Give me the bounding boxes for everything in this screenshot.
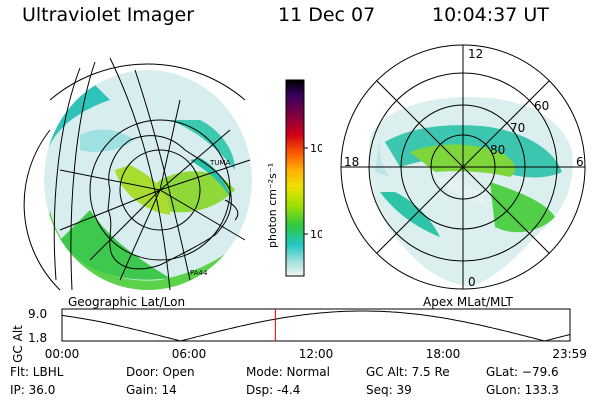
info-seq: Seq: 39 — [366, 383, 412, 397]
geographic-label: Geographic Lat/Lon — [68, 295, 186, 309]
altitude-xtick: 23:59 — [552, 347, 587, 361]
altitude-xtick: 00:00 — [45, 347, 80, 361]
colorbar-tick-10: 10 — [310, 228, 322, 241]
info-ip: IP: 36.0 — [10, 383, 56, 397]
altitude-plot-frame — [61, 308, 571, 342]
mlat-mlt-image: 12 18 6 0 60 70 80 — [340, 44, 586, 290]
mlt-label-0: 0 — [468, 275, 476, 289]
mlat-label-60: 60 — [534, 99, 549, 113]
geographic-image: TUMA PA44 — [23, 57, 252, 291]
altitude-xtick: 06:00 — [172, 347, 207, 361]
info-filter: Flt: LBHL — [10, 365, 64, 379]
date-label: 11 Dec 07 — [278, 4, 376, 26]
instrument-title: Ultraviolet Imager — [22, 4, 195, 26]
mlt-label-12: 12 — [468, 47, 483, 61]
altitude-plot: GC Alt 9.0 1.8 00:00 06:00 12:00 18:00 23:59 — [11, 307, 587, 362]
time-label: 10:04:37 UT — [432, 4, 549, 26]
info-glon: GLon: 133.3 — [486, 383, 559, 397]
station-label-tuma: TUMA — [209, 159, 230, 167]
altitude-ylabel: GC Alt — [11, 325, 25, 362]
apex-label: Apex MLat/MLT — [423, 295, 513, 309]
station-label-pa44: PA44 — [190, 269, 208, 277]
info-gc-alt: GC Alt: 7.5 Re — [366, 365, 450, 379]
colorbar-tick-100: 100 — [310, 142, 322, 155]
info-dsp: Dsp: -4.4 — [246, 383, 301, 397]
colorbar: 100 10 photon cm⁻²s⁻¹ — [266, 79, 322, 277]
mlt-label-18: 18 — [344, 155, 359, 169]
mlt-label-6: 6 — [576, 155, 584, 169]
info-door: Door: Open — [126, 365, 195, 379]
altitude-xtick: 12:00 — [299, 347, 334, 361]
mlat-label-80: 80 — [490, 143, 505, 157]
info-glat: GLat: −79.6 — [486, 365, 559, 379]
colorbar-unit-label: photon cm⁻²s⁻¹ — [266, 163, 279, 248]
altitude-curve — [61, 310, 571, 342]
mlat-label-70: 70 — [510, 121, 525, 135]
altitude-xtick: 18:00 — [426, 347, 461, 361]
altitude-ytick-max: 9.0 — [28, 307, 47, 321]
info-gain: Gain: 14 — [126, 383, 177, 397]
altitude-ytick-min: 1.8 — [28, 331, 47, 345]
info-mode: Mode: Normal — [246, 365, 330, 379]
